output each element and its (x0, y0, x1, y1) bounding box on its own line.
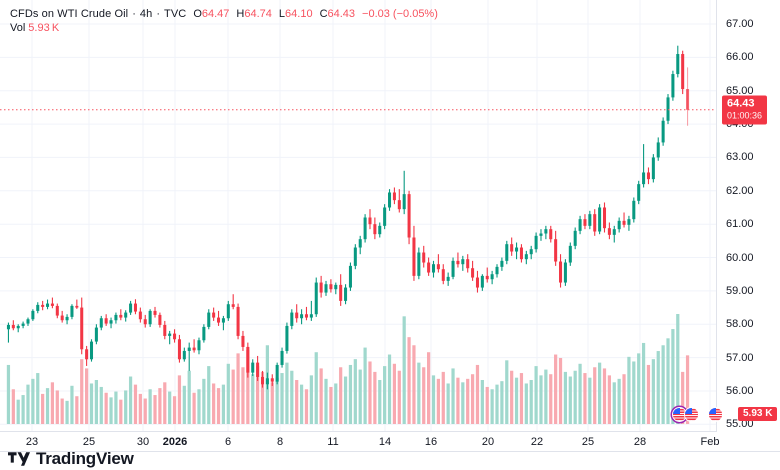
flag-canton (685, 408, 692, 414)
candlesticks (6, 45, 690, 390)
time-axis-top-border (0, 431, 716, 432)
tradingview-wordmark: TradingView (36, 449, 134, 468)
tradingview-logo[interactable]: TradingView (8, 450, 134, 467)
tradingview-mark-icon (8, 451, 30, 466)
time-axis-bottom-border (0, 451, 780, 452)
economic-event-flag-icon[interactable] (684, 407, 699, 422)
flag-canton (709, 408, 716, 414)
price-axis-left-border (716, 0, 717, 432)
volume-bars (6, 314, 690, 424)
economic-event-flag-icon[interactable] (708, 407, 723, 422)
grid-lines (0, 0, 716, 431)
flag-canton (673, 408, 680, 414)
